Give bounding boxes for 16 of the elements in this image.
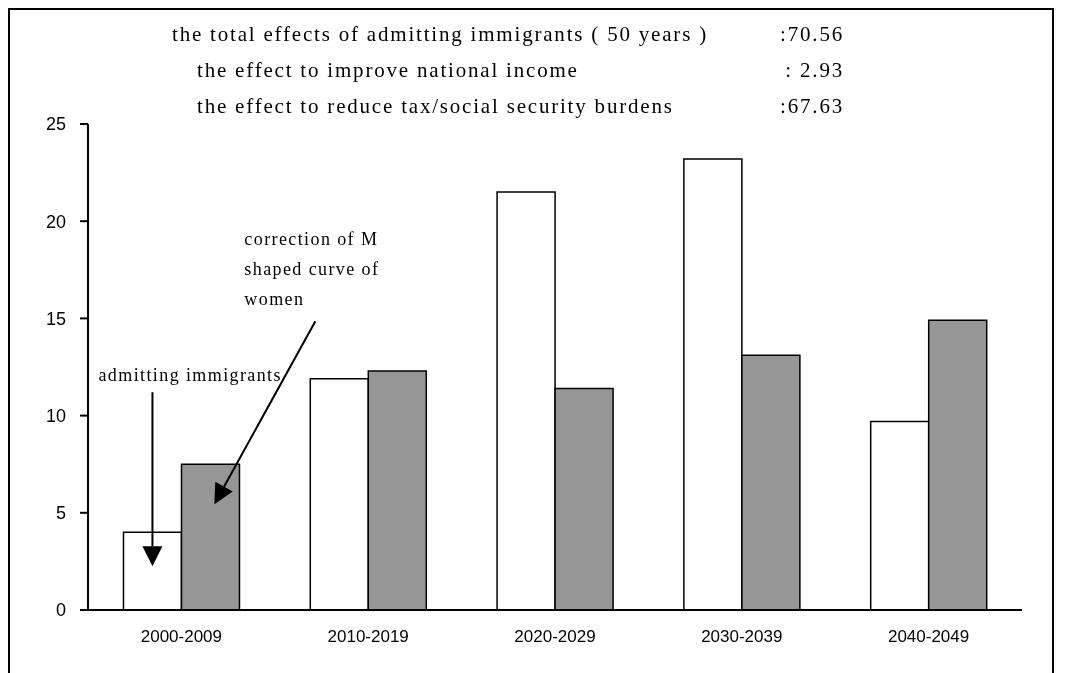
text: the effect to improve national income : 2.93 [197, 58, 844, 82]
x-tick-label: 2020-2029 [514, 627, 596, 647]
annotation: admitting immigrants [98, 364, 283, 388]
x-tick-label: 2010-2019 [327, 627, 409, 647]
x-tick-label: 2040-2049 [887, 627, 970, 647]
y-tick-label: 5 [55, 503, 66, 524]
x-tick-label: 2000-2009 [140, 627, 223, 647]
text: the total effects of admitting immigrants ( 50 years ) :70.56 [172, 22, 844, 46]
y-tick-label: 15 [45, 308, 66, 329]
y-tick-label: 10 [45, 405, 66, 426]
annotation: correction of M shaped curve of women [244, 228, 381, 312]
text: the effect to reduce tax/social security burdens :67.63 [197, 94, 844, 118]
x-tick-label: 2030-2039 [701, 627, 783, 647]
y-tick-label: 20 [45, 211, 66, 232]
y-tick-label: 25 [45, 114, 66, 135]
y-tick-label: 0 [55, 600, 66, 621]
